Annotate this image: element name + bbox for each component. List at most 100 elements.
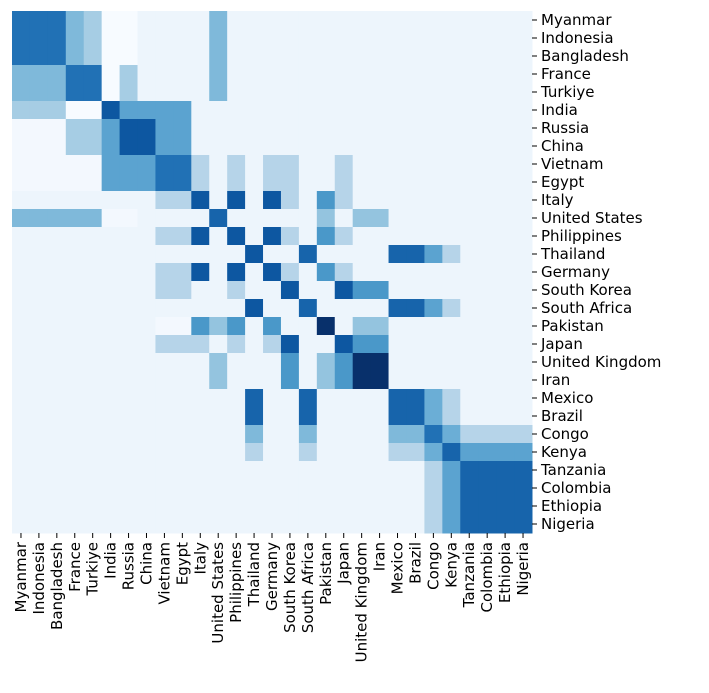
heatmap-cell xyxy=(173,47,192,66)
heatmap-cell xyxy=(496,443,515,462)
x-tick-label: Tanzania xyxy=(460,542,478,608)
heatmap-cell xyxy=(424,515,443,534)
heatmap-cell xyxy=(227,335,246,354)
heatmap-cell xyxy=(173,407,192,426)
heatmap-cell xyxy=(388,29,407,48)
heatmap-cell xyxy=(65,119,85,138)
heatmap-cell xyxy=(352,137,372,156)
heatmap-cell xyxy=(137,209,156,228)
heatmap-cell xyxy=(298,335,318,354)
heatmap-cell xyxy=(424,245,443,264)
heatmap-cell xyxy=(280,299,300,318)
heatmap-cell xyxy=(29,47,49,66)
heatmap-cell xyxy=(370,209,390,228)
heatmap-cell xyxy=(12,317,31,336)
heatmap-cell xyxy=(12,263,31,282)
heatmap-cell xyxy=(83,191,103,210)
heatmap-cell xyxy=(370,47,390,66)
heatmap-cell xyxy=(101,173,121,192)
heatmap-cell xyxy=(227,317,246,336)
heatmap-cell xyxy=(388,497,407,516)
heatmap-cell xyxy=(442,155,461,174)
heatmap-cell xyxy=(65,83,85,102)
heatmap-cell xyxy=(227,209,246,228)
heatmap-cell xyxy=(388,479,407,498)
heatmap-cell xyxy=(496,299,515,318)
heatmap-cell xyxy=(137,461,156,480)
heatmap-cell xyxy=(209,191,228,210)
heatmap-cell xyxy=(514,479,533,498)
heatmap-cell xyxy=(29,155,49,174)
heatmap-cell xyxy=(352,317,372,336)
heatmap-cell xyxy=(424,11,443,30)
heatmap-cell xyxy=(29,101,49,120)
heatmap-cell xyxy=(280,371,300,390)
heatmap-cell xyxy=(406,461,425,480)
heatmap-cell xyxy=(245,137,264,156)
heatmap-cell xyxy=(12,443,31,462)
heatmap-cell xyxy=(209,155,228,174)
heatmap-cell xyxy=(316,389,336,408)
x-tick-label: Russia xyxy=(120,542,138,590)
heatmap-cell xyxy=(173,29,192,48)
heatmap-cell xyxy=(388,101,407,120)
heatmap-cell xyxy=(137,479,156,498)
heatmap-cell xyxy=(280,227,300,246)
heatmap-cell xyxy=(370,425,390,444)
heatmap-cell xyxy=(227,65,246,84)
heatmap-cell xyxy=(352,299,372,318)
heatmap-cell xyxy=(29,281,49,300)
heatmap-cell xyxy=(496,47,515,66)
heatmap-cell xyxy=(173,83,192,102)
heatmap-cell xyxy=(47,209,67,228)
x-tick-label: Pakistan xyxy=(317,542,335,605)
heatmap-cell xyxy=(478,389,497,408)
heatmap-cell xyxy=(298,425,318,444)
x-tick-label: Nigeria xyxy=(514,542,532,596)
heatmap-cell xyxy=(298,245,318,264)
heatmap-cell xyxy=(514,389,533,408)
heatmap-cell xyxy=(478,281,497,300)
heatmap-cell xyxy=(47,371,67,390)
heatmap-cell xyxy=(83,299,103,318)
heatmap-cell xyxy=(191,389,210,408)
heatmap-cell xyxy=(209,11,228,30)
heatmap-cell xyxy=(137,173,156,192)
heatmap-cell xyxy=(460,515,479,534)
heatmap-cell xyxy=(496,173,515,192)
heatmap-cell xyxy=(83,497,103,516)
heatmap-cell xyxy=(316,245,336,264)
heatmap-cell xyxy=(442,173,461,192)
heatmap-cell xyxy=(496,11,515,30)
heatmap-cell xyxy=(119,11,139,30)
heatmap-cell xyxy=(442,227,461,246)
heatmap-cell xyxy=(496,407,515,426)
heatmap-cell xyxy=(155,461,174,480)
heatmap-cell xyxy=(442,353,461,372)
heatmap-cell xyxy=(65,155,85,174)
heatmap-cell xyxy=(298,317,318,336)
heatmap-cell xyxy=(334,191,354,210)
heatmap-cell xyxy=(370,317,390,336)
heatmap-cell xyxy=(65,371,85,390)
heatmap-cell xyxy=(209,317,228,336)
heatmap-cell xyxy=(334,461,354,480)
heatmap-cell xyxy=(334,443,354,462)
heatmap-cell xyxy=(83,407,103,426)
heatmap-cell xyxy=(442,479,461,498)
heatmap-cell xyxy=(406,155,425,174)
heatmap-cell xyxy=(370,173,390,192)
heatmap-cell xyxy=(388,173,407,192)
heatmap-cell xyxy=(209,101,228,120)
heatmap-cell xyxy=(47,11,67,30)
heatmap-cell xyxy=(101,407,121,426)
heatmap-cell xyxy=(370,353,390,372)
heatmap-cell xyxy=(191,173,210,192)
heatmap-cell xyxy=(460,155,479,174)
heatmap-cell xyxy=(47,83,67,102)
heatmap-cell xyxy=(209,461,228,480)
heatmap-cell xyxy=(424,317,443,336)
heatmap-cell xyxy=(227,443,246,462)
heatmap-cell xyxy=(191,407,210,426)
heatmap-cell xyxy=(352,227,372,246)
